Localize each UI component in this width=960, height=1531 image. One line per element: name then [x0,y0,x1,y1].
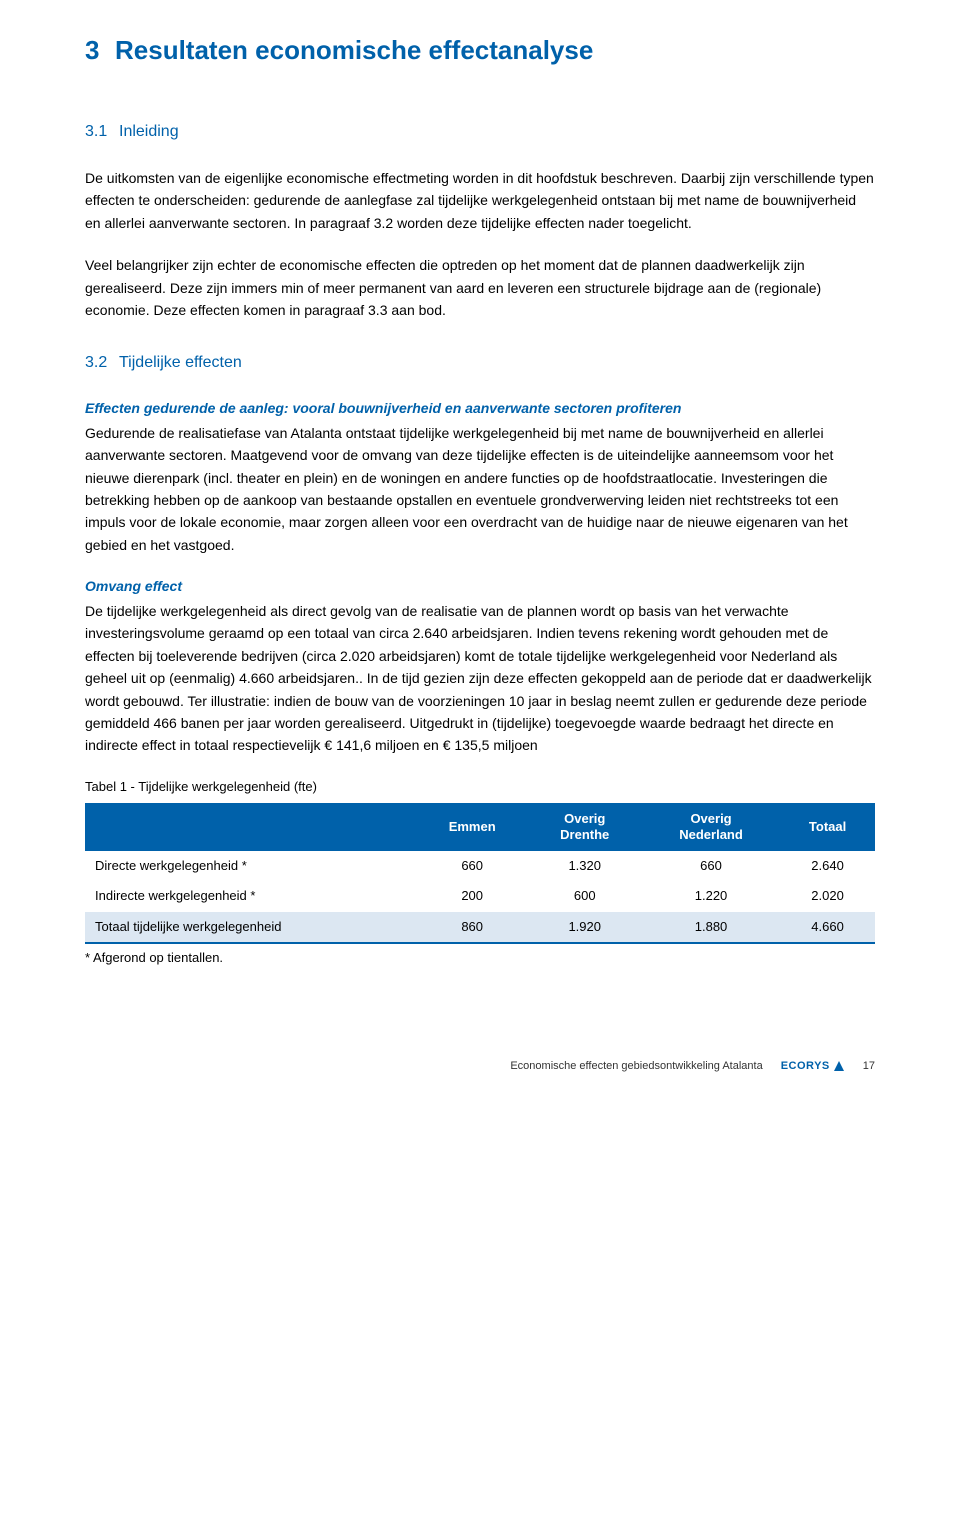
table-1-col-3: Overig Nederland [642,804,780,851]
table-1-caption: Tabel 1 - Tijdelijke werkgelegenheid (ft… [85,777,875,797]
section-3-1-para-2: Veel belangrijker zijn echter de economi… [85,254,875,321]
section-3-1-heading: 3.1Inleiding [85,120,875,145]
section-3-1-title: Inleiding [119,123,179,140]
footer-logo: ECORYS [781,1058,845,1075]
table-1-r2-c1: 860 [417,912,528,943]
section-3-1-para-1: De uitkomsten van de eigenlijke economis… [85,167,875,234]
table-1-r0-c3: 660 [642,850,780,881]
table-1-r1-c2: 600 [528,881,642,911]
table-1-col-2-line1: Overig [538,811,632,827]
table-1-r1-c4: 2.020 [780,881,875,911]
chapter-title-text: Resultaten economische effectanalyse [115,35,593,65]
table-1-r0-c2: 1.320 [528,850,642,881]
section-3-2-subhead-1: Effecten gedurende de aanleg: vooral bou… [85,398,875,420]
footer-doc-title: Economische effecten gebiedsontwikkeling… [510,1058,762,1075]
section-3-2-subhead-2: Omvang effect [85,576,875,598]
table-1-col-4: Totaal [780,804,875,851]
section-3-2-para-1: Gedurende de realisatiefase van Atalanta… [85,422,875,556]
table-1-r0-c1: 660 [417,850,528,881]
section-3-1-number: 3.1 [85,120,119,145]
table-1-r2-label: Totaal tijdelijke werkgelegenheid [85,912,417,943]
chapter-number: 3 [85,30,115,70]
table-1: Emmen Overig Drenthe Overig Nederland [85,803,875,944]
table-row-total: Totaal tijdelijke werkgelegenheid 860 1.… [85,912,875,943]
page-footer: Economische effecten gebiedsontwikkeling… [85,1058,875,1075]
table-1-col-1: Emmen [417,804,528,851]
table-1-r2-c2: 1.920 [528,912,642,943]
footer-logo-text: ECORYS [781,1058,830,1075]
table-1-r2-c4: 4.660 [780,912,875,943]
section-3-1: 3.1Inleiding De uitkomsten van de eigenl… [85,120,875,321]
table-1-header-row: Emmen Overig Drenthe Overig Nederland [85,804,875,851]
table-1-r1-label: Indirecte werkgelegenheid * [85,881,417,911]
table-1-col-2: Overig Drenthe [528,804,642,851]
footer-page-number: 17 [863,1058,875,1075]
table-1-r0-label: Directe werkgelegenheid * [85,850,417,881]
table-1-r2-c3: 1.880 [642,912,780,943]
table-1-col-0 [85,804,417,851]
page-container: 3Resultaten economische effectanalyse 3.… [0,0,960,1100]
table-row: Indirecte werkgelegenheid * 200 600 1.22… [85,881,875,911]
chapter-title: 3Resultaten economische effectanalyse [85,30,875,70]
table-row: Directe werkgelegenheid * 660 1.320 660 … [85,850,875,881]
section-3-2-number: 3.2 [85,351,119,376]
ecorys-triangle-icon [833,1060,845,1072]
table-1-r1-c1: 200 [417,881,528,911]
table-1-col-2-line2: Drenthe [538,827,632,843]
section-3-2: 3.2Tijdelijke effecten Effecten gedurend… [85,351,875,967]
section-3-2-heading: 3.2Tijdelijke effecten [85,351,875,376]
table-1-r1-c3: 1.220 [642,881,780,911]
table-1-col-3-line1: Overig [652,811,770,827]
section-3-2-title: Tijdelijke effecten [119,354,242,371]
section-3-2-para-2: De tijdelijke werkgelegenheid als direct… [85,600,875,757]
table-1-col-3-line2: Nederland [652,827,770,843]
table-1-r0-c4: 2.640 [780,850,875,881]
table-1-footnote: * Afgerond op tientallen. [85,948,875,968]
